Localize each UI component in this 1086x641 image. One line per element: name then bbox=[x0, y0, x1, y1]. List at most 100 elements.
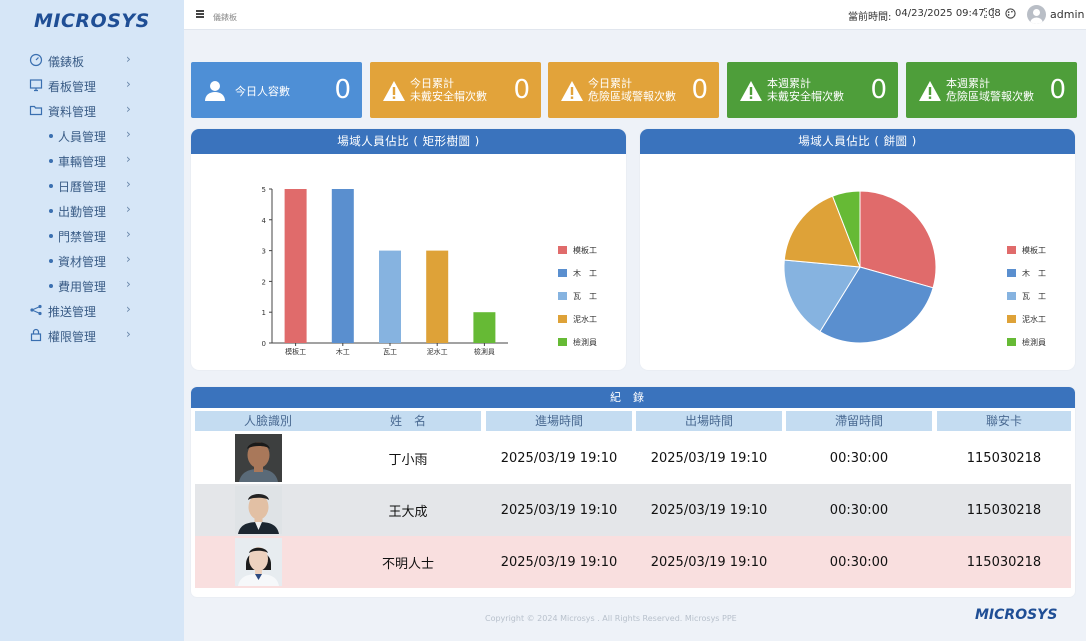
pie-chart-panel: 場域人員佔比 ( 餅圖 ) 模板工木 工瓦 工泥水工 檢測員 bbox=[640, 129, 1075, 370]
sidebar-item-label: 推送管理 bbox=[48, 305, 97, 319]
name-cell: 王大成 bbox=[388, 504, 428, 520]
face-photo[interactable] bbox=[235, 486, 282, 534]
y-tick-label: 3 bbox=[262, 248, 266, 256]
kpi-label-line2: 危險區域警報次數 bbox=[588, 90, 676, 103]
stay-duration-cell: 00:30:00 bbox=[829, 554, 889, 570]
face-photo[interactable] bbox=[235, 538, 282, 586]
chevron-right-icon: › bbox=[126, 302, 131, 316]
column-header[interactable]: 滯留時間 bbox=[786, 411, 932, 431]
sidebar-item[interactable]: 日曆管理 › bbox=[0, 173, 184, 198]
kpi-card[interactable]: 本週累計 危險區域警報次數 0 bbox=[906, 62, 1077, 118]
bar[interactable] bbox=[331, 189, 354, 343]
legend-label: 瓦 工 bbox=[573, 292, 597, 301]
chevron-right-icon: › bbox=[126, 327, 131, 341]
kpi-card[interactable]: 今日累計 未戴安全帽次數 0 bbox=[370, 62, 541, 118]
bar[interactable] bbox=[284, 189, 307, 343]
legend-swatch bbox=[558, 269, 567, 277]
sidebar-item[interactable]: 車輛管理 › bbox=[0, 148, 184, 173]
kpi-label-line2: 未戴安全帽次數 bbox=[410, 90, 487, 103]
current-time-label: 當前時間: bbox=[848, 12, 892, 23]
kpi-value: 0 bbox=[1049, 75, 1066, 105]
chevron-right-icon: › bbox=[126, 152, 131, 166]
chevron-right-icon: › bbox=[126, 277, 131, 291]
card-number-cell: 115030218 bbox=[966, 450, 1042, 466]
x-tick-label: 模板工 bbox=[285, 347, 306, 356]
sidebar-item[interactable]: 出勤管理 › bbox=[0, 198, 184, 223]
user-name[interactable]: admin bbox=[1050, 8, 1085, 21]
legend-swatch bbox=[558, 292, 567, 300]
column-header[interactable]: 進場時間 bbox=[486, 411, 632, 431]
legend-swatch bbox=[1007, 269, 1016, 277]
bullet-icon bbox=[49, 134, 53, 138]
legend-swatch bbox=[1007, 338, 1016, 346]
sidebar-item[interactable]: 資料管理 › bbox=[0, 98, 184, 123]
kpi-value: 0 bbox=[870, 75, 887, 105]
bar[interactable] bbox=[379, 250, 401, 343]
records-panel: 紀錄 人臉識別姓 名進場時間 出場時間 滯留時間 聯安卡 丁小雨 2025/03/19 … bbox=[191, 387, 1075, 597]
table-row[interactable]: 王大成 2025/03/19 19:10 2025/03/19 19:10 00:30… bbox=[195, 484, 1071, 536]
sidebar-item[interactable]: 資材管理 › bbox=[0, 248, 184, 273]
sidebar-item[interactable]: 推送管理 › bbox=[0, 298, 184, 323]
column-header[interactable]: 出場時間 bbox=[636, 411, 782, 431]
entry-time-cell: 2025/03/19 19:10 bbox=[500, 554, 618, 570]
sidebar-item[interactable]: 人員管理 › bbox=[0, 123, 184, 148]
bullet-icon bbox=[49, 159, 53, 163]
legend-swatch bbox=[1007, 315, 1016, 323]
footer-logo: MICROSYS bbox=[975, 607, 1058, 623]
chevron-right-icon: › bbox=[126, 52, 131, 66]
pie-slice[interactable] bbox=[783, 259, 861, 333]
bar-chart-panel: 場域人員佔比 ( 矩形樹圖 ) 0 1 2 3 4 5 模板工 木工 瓦工 泥水工 檢測員 模板工木… bbox=[191, 129, 626, 370]
pie-slice[interactable] bbox=[859, 190, 937, 289]
chevron-right-icon: › bbox=[126, 127, 131, 141]
column-header[interactable]: 人臉識別 bbox=[195, 411, 341, 431]
sidebar-item-label: 人員管理 bbox=[58, 130, 107, 144]
sidebar-item-label: 權限管理 bbox=[48, 330, 97, 344]
name-cell: 不明人士 bbox=[381, 556, 434, 572]
pie-slice[interactable] bbox=[783, 195, 861, 268]
brand-logo[interactable]: MICROSYS bbox=[34, 10, 150, 32]
sidebar-item[interactable]: 費用管理 › bbox=[0, 273, 184, 298]
bar[interactable] bbox=[426, 250, 449, 343]
warning-icon bbox=[561, 81, 583, 101]
y-tick-label: 0 bbox=[262, 340, 266, 348]
column-header[interactable]: 姓 名 bbox=[335, 411, 481, 431]
kpi-label-line2: 未戴安全帽次數 bbox=[767, 90, 844, 103]
face-photo[interactable] bbox=[235, 434, 282, 482]
bullet-icon bbox=[49, 184, 53, 188]
sidebar-item[interactable]: 看板管理 › bbox=[0, 73, 184, 98]
sidebar-item-label: 出勤管理 bbox=[58, 205, 107, 219]
table-row[interactable]: 不明人士 2025/03/19 19:10 2025/03/19 19:10 00:3… bbox=[195, 536, 1071, 588]
palette-icon[interactable] bbox=[1005, 8, 1016, 19]
folder-icon bbox=[29, 105, 43, 116]
pie-slice[interactable] bbox=[831, 190, 861, 268]
y-tick-label: 4 bbox=[262, 217, 267, 225]
sidebar-item[interactable]: 門禁管理 › bbox=[0, 223, 184, 248]
legend-swatch bbox=[558, 338, 567, 346]
column-header[interactable]: 聯安卡 bbox=[937, 411, 1071, 431]
bullet-icon bbox=[49, 209, 53, 213]
sidebar-item[interactable]: 權限管理 › bbox=[0, 323, 184, 348]
bar[interactable] bbox=[473, 312, 496, 343]
legend-label: 檢測員 bbox=[1022, 338, 1046, 347]
y-tick-label: 2 bbox=[262, 278, 266, 286]
legend-swatch bbox=[1007, 292, 1016, 300]
warning-icon bbox=[383, 81, 405, 101]
sidebar-item-label: 費用管理 bbox=[58, 280, 107, 294]
sidebar-item[interactable]: 儀錶板 › bbox=[0, 48, 184, 73]
table-row[interactable]: 丁小雨 2025/03/19 19:10 2025/03/19 19:10 00:30… bbox=[195, 432, 1071, 484]
kpi-card[interactable]: 本週累計 未戴安全帽次數 0 bbox=[727, 62, 898, 118]
menu-icon[interactable] bbox=[196, 10, 204, 18]
share-icon bbox=[30, 304, 42, 316]
chevron-right-icon: › bbox=[126, 202, 131, 216]
kpi-label-line2: 危險區域警報次數 bbox=[946, 90, 1034, 103]
exit-time-cell: 2025/03/19 19:10 bbox=[650, 502, 768, 518]
fullscreen-icon[interactable] bbox=[984, 8, 994, 18]
legend-label: 瓦 工 bbox=[1022, 292, 1046, 301]
legend-swatch bbox=[558, 246, 567, 254]
kpi-card[interactable]: 今日人容數 0 bbox=[191, 62, 362, 118]
kpi-card[interactable]: 今日累計 危險區域警報次數 0 bbox=[548, 62, 719, 118]
sidebar-item-label: 車輛管理 bbox=[58, 155, 107, 169]
card-number-cell: 115030218 bbox=[966, 502, 1042, 518]
avatar[interactable] bbox=[1027, 5, 1046, 24]
gauge-icon bbox=[29, 53, 43, 67]
